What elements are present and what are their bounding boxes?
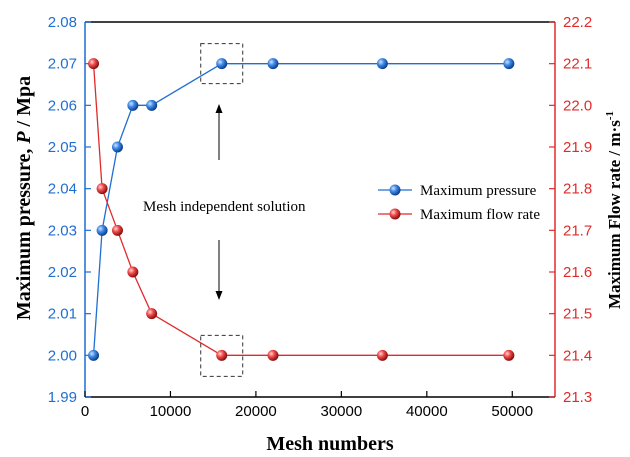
annotation-box-bottom	[200, 334, 244, 377]
left-tick-label: 1.99	[48, 389, 77, 406]
left-tick-label: 2.05	[48, 139, 77, 156]
right-tick-label: 21.4	[563, 347, 592, 364]
flow-point	[88, 58, 100, 70]
left-tick-label: 2.01	[48, 306, 77, 323]
right-tick-label: 21.8	[563, 181, 592, 198]
left-tick-label: 2.03	[48, 222, 77, 239]
left-tick-label: 2.08	[48, 14, 77, 31]
right-tick-label: 21.6	[563, 264, 592, 281]
pressure-point	[267, 58, 279, 70]
flow-point	[376, 349, 388, 361]
left-tick-label: 2.06	[48, 97, 77, 114]
right-tick-label: 22.1	[563, 56, 592, 73]
x-tick-label: 30000	[321, 403, 363, 420]
pressure-point	[88, 349, 100, 361]
flow-point	[267, 349, 279, 361]
left-tick-label: 2.02	[48, 264, 77, 281]
flow-point	[146, 308, 158, 320]
right-tick-label: 21.7	[563, 222, 592, 239]
pressure-point	[503, 58, 515, 70]
flow-point	[503, 349, 515, 361]
annotation-box-top	[200, 43, 244, 85]
pressure-point	[216, 58, 228, 70]
right-tick-label: 22.0	[563, 97, 592, 114]
right-tick-label: 21.9	[563, 139, 592, 156]
right-tick-label: 21.5	[563, 306, 592, 323]
x-tick-label: 20000	[235, 403, 277, 420]
right-y-axis-title: Maximum Flow rate / m·s-1	[604, 111, 624, 309]
x-tick-label: 50000	[491, 403, 533, 420]
pressure-point	[376, 58, 388, 70]
right-tick-label: 22.2	[563, 14, 592, 31]
pressure-point	[146, 99, 158, 111]
arrow-down	[215, 240, 223, 300]
legend-marker-pressure	[389, 184, 401, 196]
pressure-point	[96, 224, 108, 236]
flow-point	[127, 266, 139, 278]
pressure-point	[111, 141, 123, 153]
right-tick-label: 21.3	[563, 389, 592, 406]
pressure-point	[127, 99, 139, 111]
x-tick-label: 10000	[150, 403, 192, 420]
left-tick-label: 2.00	[48, 347, 77, 364]
legend-label-pressure: Maximum pressure	[420, 183, 537, 199]
legend: Maximum pressure Maximum flow rate	[378, 183, 540, 223]
flow-point	[111, 224, 123, 236]
left-y-axis-title: Maximum pressure, P / Mpa	[13, 76, 35, 320]
flow-point	[216, 349, 228, 361]
left-tick-label: 2.07	[48, 56, 77, 73]
arrow-up	[215, 104, 223, 160]
left-tick-label: 2.04	[48, 181, 77, 198]
annotation-text: Mesh independent solution	[143, 199, 306, 215]
x-axis-title: Mesh numbers	[266, 433, 393, 455]
legend-label-flow: Maximum flow rate	[420, 207, 540, 223]
flow-point	[96, 183, 108, 195]
legend-marker-flow	[389, 208, 401, 220]
x-tick-label: 0	[81, 403, 89, 420]
x-tick-label: 40000	[406, 403, 448, 420]
